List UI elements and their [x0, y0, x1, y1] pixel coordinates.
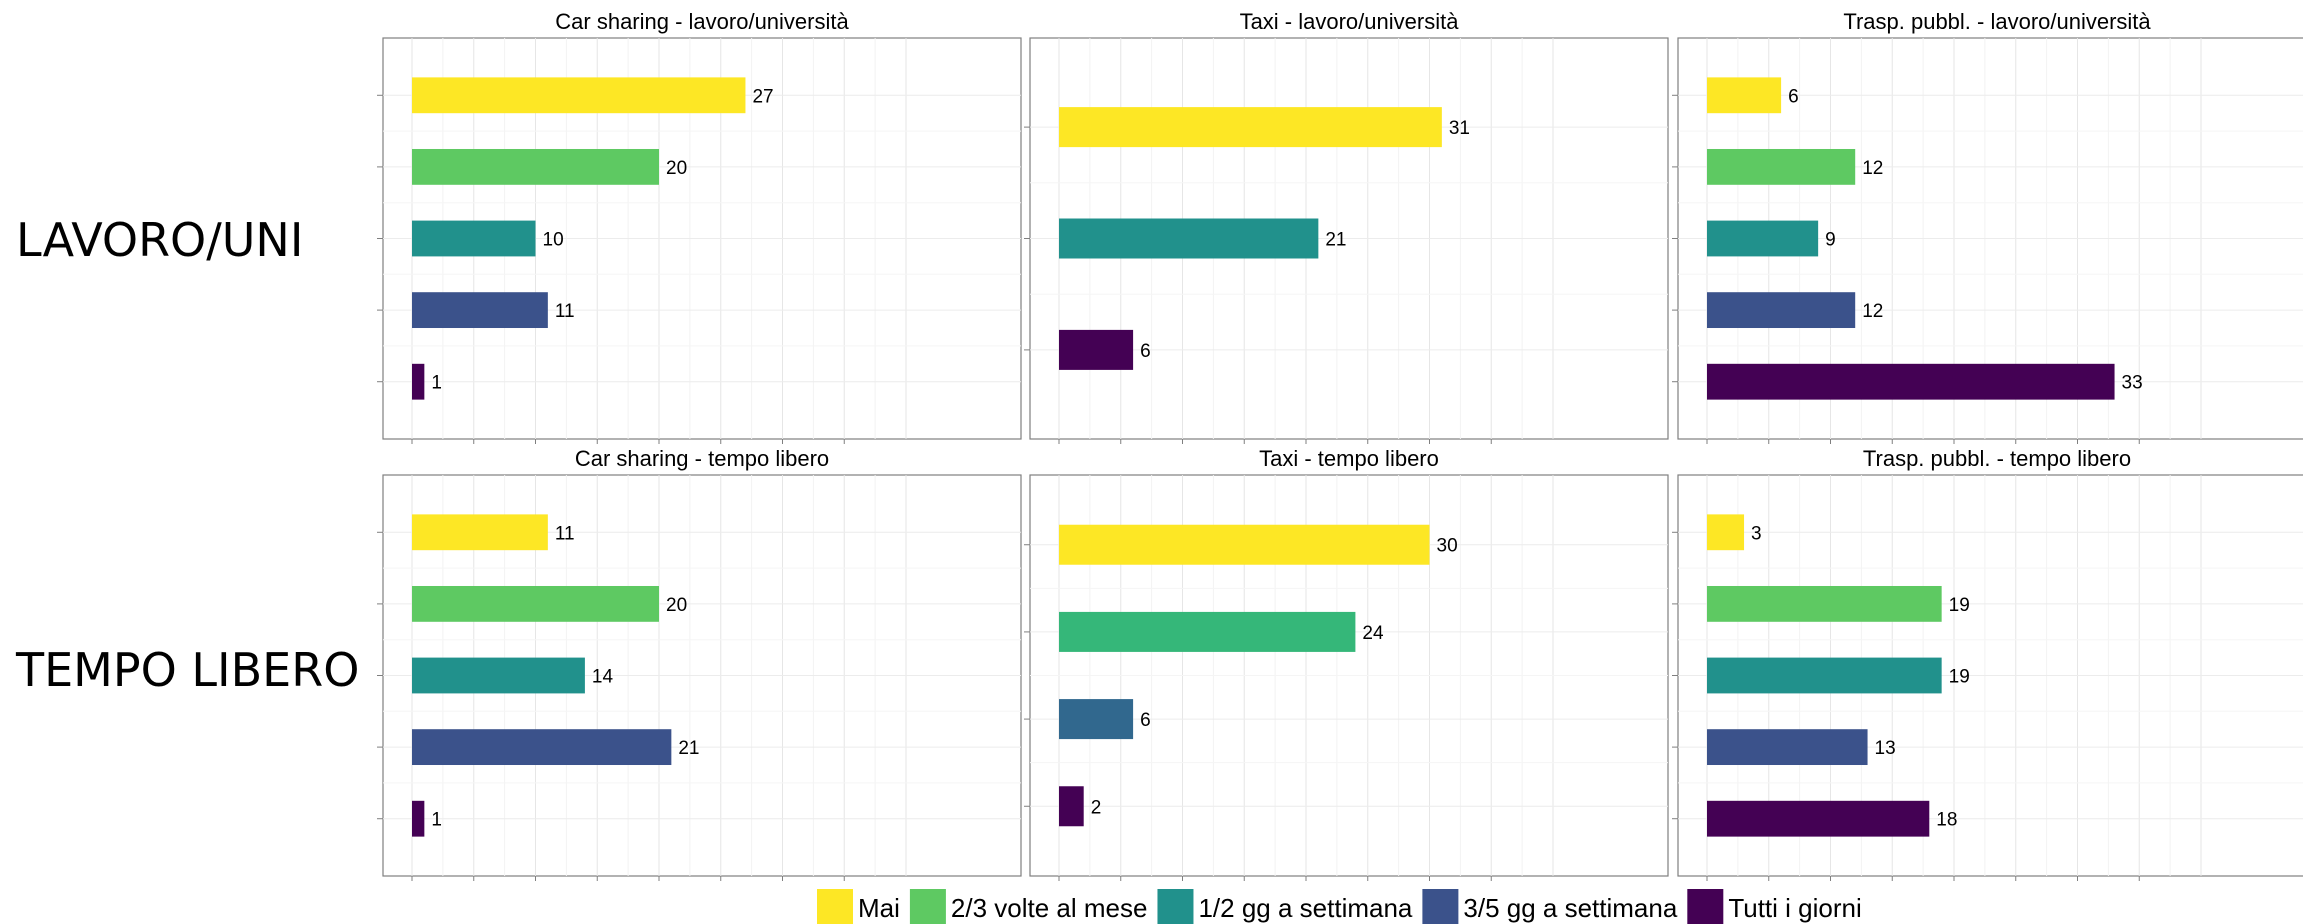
bar-1-2-gg-a-settimana [412, 657, 585, 694]
legend-item-3-5-gg-a-settimana: 3/5 gg a settimana [1422, 889, 1678, 924]
value-label: 10 [543, 230, 564, 251]
legend-label: Mai [858, 893, 900, 923]
bar-tutti-i-giorni [1707, 800, 1930, 837]
row-label-lavoro: LAVORO/UNI [16, 213, 303, 267]
legend-item-1-2-gg-a-settimana: 1/2 gg a settimana [1157, 889, 1413, 924]
value-label: 27 [752, 86, 773, 107]
panel-taxi-tempo-libero: Taxi - tempo libero 30 24 6 2 [1024, 446, 1669, 881]
bar-mai [1707, 514, 1745, 551]
legend-item-2-3-volte-al-mese: 2/3 volte al mese [909, 889, 1148, 924]
panel-title: Taxi - lavoro/università [1240, 9, 1460, 34]
value-label: 11 [555, 523, 575, 544]
bar-2-3-volte-al-mese [412, 585, 659, 622]
bar-3-5-gg-a-settimana [1707, 292, 1856, 329]
value-label: 24 [1362, 623, 1384, 644]
bar-mai [1707, 77, 1782, 114]
value-label: 1 [431, 810, 442, 831]
bar-2-3-volte-al-mese [412, 148, 659, 185]
legend-swatch [1157, 889, 1194, 924]
value-label: 1 [431, 373, 442, 394]
bar-1-2-gg-a-settimana [1707, 657, 1942, 694]
value-label: 31 [1449, 118, 1470, 139]
value-label: 14 [592, 667, 614, 688]
value-label: 21 [678, 738, 699, 759]
value-label: 13 [1875, 738, 1896, 759]
bar-1-2-gg-a-settimana [412, 220, 536, 257]
chart-panels: Car sharing - lavoro/università272010111… [377, 9, 2303, 881]
bar-mai [1059, 107, 1442, 148]
legend-swatch [817, 889, 853, 924]
bar-2-3-volte-al-mese [1059, 611, 1356, 652]
value-label: 12 [1862, 158, 1883, 179]
value-label: 19 [1949, 667, 1970, 688]
value-label: 30 [1437, 536, 1458, 557]
bar-tutti-i-giorni [412, 363, 425, 400]
legend: Mai 2/3 volte al mese 1/2 gg a settimana 3/… [817, 889, 1862, 924]
bar-2-3-volte-al-mese [1707, 148, 1856, 185]
value-label: 18 [1936, 810, 1957, 831]
legend-swatch [1422, 889, 1459, 924]
value-label: 12 [1862, 301, 1883, 322]
legend-label: 1/2 gg a settimana [1198, 893, 1412, 923]
panel-title: Trasp. pubbl. - tempo libero [1863, 446, 2131, 471]
bar-2-3-volte-al-mese [1707, 585, 1942, 622]
value-label: 6 [1140, 710, 1151, 731]
value-label: 11 [555, 301, 575, 322]
panel-title: Taxi - tempo libero [1259, 446, 1439, 471]
panel-title: Car sharing - lavoro/università [555, 9, 849, 34]
panel-title: Trasp. pubbl. - lavoro/università [1843, 9, 2151, 34]
bar-mai [1059, 524, 1430, 565]
legend-swatch [909, 889, 946, 924]
value-label: 33 [2122, 373, 2143, 394]
panel-trasp-pubbl-tempo-libero: Trasp. pubbl. - tempo libero 3 19 19 13 18 [1672, 446, 2303, 881]
legend-swatch [1687, 889, 1724, 924]
value-label: 9 [1825, 230, 1836, 251]
bar-1-2-gg-a-settimana [1059, 699, 1134, 740]
panel-title: Car sharing - tempo libero [575, 446, 829, 471]
panel-trasp-pubbl-lavoro-universit: Trasp. pubbl. - lavoro/università 6 12 9 12 3… [1672, 9, 2303, 444]
value-label: 6 [1788, 86, 1799, 107]
legend-label: Tutti i giorni [1728, 893, 1861, 923]
bar-tutti-i-giorni [1059, 329, 1134, 370]
bar-mai [412, 77, 746, 114]
bar-1-2-gg-a-settimana [1059, 218, 1319, 259]
value-label: 20 [666, 158, 687, 179]
bar-3-5-gg-a-settimana [412, 292, 548, 329]
value-label: 6 [1140, 341, 1151, 362]
value-label: 19 [1949, 595, 1970, 616]
panel-car-sharing-tempo-libero: Car sharing - tempo libero 11 20 14 21 1 [377, 446, 1022, 881]
legend-label: 3/5 gg a settimana [1463, 893, 1677, 923]
bar-3-5-gg-a-settimana [1707, 729, 1868, 766]
value-label: 20 [666, 595, 687, 616]
legend-item-mai: Mai [817, 889, 900, 924]
panel-taxi-lavoro-universit: Taxi - lavoro/università 31 21 6 [1024, 9, 1669, 444]
legend-label: 2/3 volte al mese [951, 893, 1148, 923]
bar-mai [412, 514, 548, 551]
value-label: 21 [1325, 230, 1346, 251]
value-label: 3 [1751, 523, 1762, 544]
bar-tutti-i-giorni [1059, 786, 1084, 827]
bar-1-2-gg-a-settimana [1707, 220, 1819, 257]
legend-item-tutti-i-giorni: Tutti i giorni [1687, 889, 1862, 924]
bar-3-5-gg-a-settimana [412, 729, 672, 766]
value-label: 2 [1091, 797, 1102, 818]
bar-tutti-i-giorni [412, 800, 425, 837]
bar-tutti-i-giorni [1707, 363, 2115, 400]
row-label-tempo-libero: TEMPO LIBERO [15, 643, 359, 697]
